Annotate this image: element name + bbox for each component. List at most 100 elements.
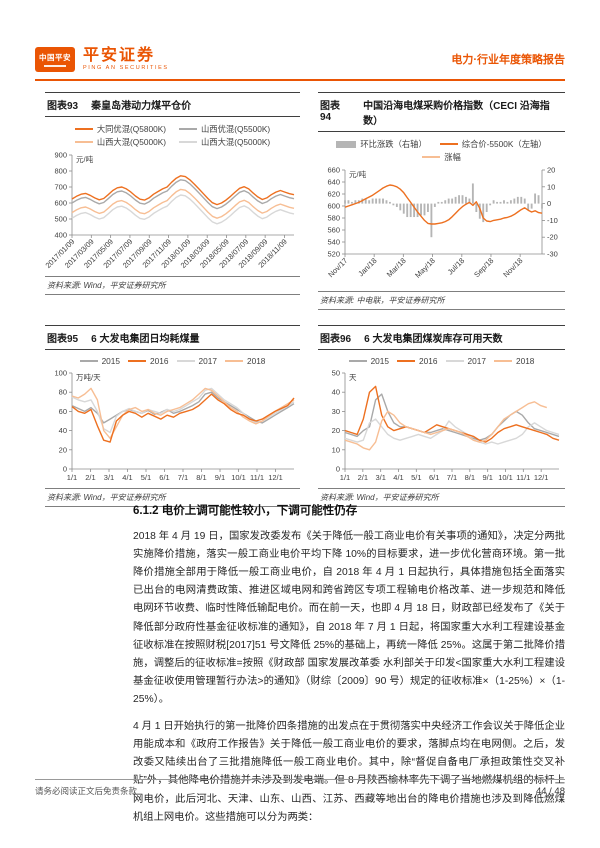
logo-box-text: 中国平安 [39,52,71,62]
legend-label: 2015 [370,356,390,366]
page-number: 44 / 48 [535,785,565,797]
figure-95-title: 图表95 6 大发电集团日均耗煤量 [45,325,300,350]
legend-swatch-icon [176,360,195,362]
svg-text:6/1: 6/1 [159,473,169,482]
svg-text:Mar/18: Mar/18 [385,256,408,279]
legend-swatch-icon [348,360,367,362]
legend-label: 2015 [101,356,121,366]
svg-text:1/1: 1/1 [67,473,77,482]
svg-text:3/1: 3/1 [375,473,385,482]
legend-swatch-icon [336,140,357,148]
legend-swatch-icon [79,360,98,362]
figure-94-legend: 环比涨跌（右轴） 综合价-5500K（左轴） 涨幅 [318,132,565,164]
svg-text:Jan/18: Jan/18 [356,256,378,278]
svg-text:元/吨: 元/吨 [349,169,367,179]
figure-94-title: 图表94 中国沿海电煤采购价格指数（CECI 沿海指数） [318,92,565,132]
legend-label: 山西大混(Q5000K) [96,137,166,147]
legend-item: 环比涨跌（右轴） [336,138,427,150]
figure-96-chart: 0 10 20 30 40 50 1/1 2/1 3/1 4/1 5/1 6/1 7/1 8/1 9/1 10… [332,369,560,482]
svg-text:10: 10 [547,182,555,191]
legend-item: 2015 [79,356,121,366]
body-section: 6.1.2 电价上调可能性较小，下调可能性仍存 2018 年 4 月 19 日，… [133,502,565,836]
svg-text:6/1: 6/1 [429,473,439,482]
svg-text:8/1: 8/1 [465,473,475,482]
svg-text:-30: -30 [547,250,558,259]
svg-text:560: 560 [327,226,340,235]
legend-item: 综合价-5500K（左轴） [439,138,547,150]
legend-item: 山西大混(Q5000K) [74,136,166,148]
legend-swatch-icon [179,141,197,143]
legend-swatch-icon [493,360,512,362]
svg-text:9/1: 9/1 [215,473,225,482]
svg-text:0: 0 [336,465,340,474]
figure-93-legend: 大同优混(Q5800K) 山西优混(Q5500K) 山西大混(Q5000K) 山西大混… [45,117,300,149]
svg-text:0: 0 [63,465,67,474]
brand-subtitle: PING AN SECURITIES [83,65,169,72]
svg-text:5/1: 5/1 [141,473,151,482]
svg-text:0: 0 [547,199,551,208]
charts-grid: 图表93 秦皇岛港动力煤平仓价 大同优混(Q5800K) 山西优混(Q5500K)… [45,92,565,507]
pingan-logo-icon: 中国平安 [35,46,75,72]
legend-swatch-icon [397,360,416,362]
svg-text:20: 20 [332,426,340,435]
figure-96-title: 图表96 6 大发电集团煤炭库存可用天数 [318,325,565,350]
svg-text:-20: -20 [547,233,558,242]
svg-text:20: 20 [547,166,555,175]
legend-label: 2017 [467,356,486,366]
figure-93-chart: 4005006007008009002017/01/092017/03/0920… [45,151,295,270]
paragraph-2: 4 月 1 日开始执行的第一批降价四条措施的出发点在于贯彻落实中央经济工作会议关… [133,721,565,823]
svg-text:Sep/18: Sep/18 [472,256,495,279]
figure-96-legend: 2015 2016 2017 2018 [318,350,565,367]
footer-divider [35,779,565,780]
paragraph-1: 2018 年 4 月 19 日，国家发改委发布《关于降低一般工商业电价有关事项的… [133,531,565,705]
figure-tag: 图表95 [47,334,79,345]
figure-tag: 图表96 [320,334,352,345]
legend-item: 2017 [176,356,217,366]
logo-underline [44,64,66,67]
figure-94-panel: 图表94 中国沿海电煤采购价格指数（CECI 沿海指数） 环比涨跌（右轴） 综合价… [318,92,565,310]
svg-text:660: 660 [327,166,340,175]
report-header: 中国平安 平安证券 PING AN SECURITIES 电力·行业年度策略报告 [35,42,565,76]
svg-text:天: 天 [349,373,357,382]
brand-name: 平安证券 [83,46,156,64]
svg-text:11/1: 11/1 [250,473,264,482]
svg-text:700: 700 [54,183,67,192]
svg-text:2/1: 2/1 [358,473,368,482]
svg-text:7/1: 7/1 [178,473,188,482]
legend-label: 涨幅 [444,152,461,162]
svg-text:620: 620 [327,190,340,199]
svg-text:Nov/18: Nov/18 [501,256,524,279]
svg-text:400: 400 [54,231,67,240]
legend-label: 2016 [419,356,438,366]
svg-text:20: 20 [59,445,67,454]
legend-item: 2015 [348,356,390,366]
figure-title-text: 中国沿海电煤采购价格指数（CECI 沿海指数） [363,101,550,127]
legend-item: 大同优混(Q5800K) [74,123,166,135]
svg-text:Nov/17: Nov/17 [326,256,349,279]
figure-93-source: 资料来源: Wind，平安证券研究所 [45,276,300,295]
svg-text:60: 60 [59,407,67,416]
legend-label: 大同优混(Q5800K) [96,124,166,134]
legend-swatch-icon [74,141,93,143]
report-footer: 请务必阅读正文后免责条款 44 / 48 [35,785,565,797]
legend-swatch-icon [74,128,93,130]
legend-swatch-icon [445,360,464,362]
legend-item: 2018 [224,356,266,366]
legend-label: 2016 [150,356,169,366]
legend-item: 2017 [445,356,486,366]
svg-text:5/1: 5/1 [411,473,421,482]
svg-text:10/1: 10/1 [498,473,513,482]
figure-94-source: 资料来源: 中电联，平安证券研究所 [318,291,565,310]
svg-text:640: 640 [327,178,340,187]
svg-text:500: 500 [54,215,67,224]
figure-95-source: 资料来源: Wind，平安证券研究所 [45,488,300,507]
svg-text:40: 40 [59,426,67,435]
legend-item: 2016 [397,356,438,366]
svg-text:12/1: 12/1 [268,473,283,482]
header-divider [35,79,565,81]
svg-text:万吨/天: 万吨/天 [76,372,101,382]
footer-disclaimer: 请务必阅读正文后免责条款 [35,786,138,796]
legend-label: 2018 [246,356,266,366]
figure-tag: 图表93 [47,101,79,112]
svg-text:10: 10 [332,445,340,454]
